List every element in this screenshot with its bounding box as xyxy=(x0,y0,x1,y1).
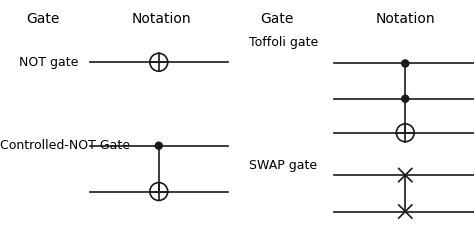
Text: Controlled-NOT Gate: Controlled-NOT Gate xyxy=(0,139,130,152)
Text: Notation: Notation xyxy=(131,12,191,26)
Ellipse shape xyxy=(401,94,410,103)
Ellipse shape xyxy=(401,59,410,68)
Text: Toffoli gate: Toffoli gate xyxy=(249,36,318,49)
Text: SWAP gate: SWAP gate xyxy=(249,159,317,172)
Ellipse shape xyxy=(155,141,163,150)
Text: Gate: Gate xyxy=(26,12,59,26)
Text: Notation: Notation xyxy=(375,12,435,26)
Text: NOT gate: NOT gate xyxy=(19,56,78,69)
Text: Gate: Gate xyxy=(261,12,294,26)
